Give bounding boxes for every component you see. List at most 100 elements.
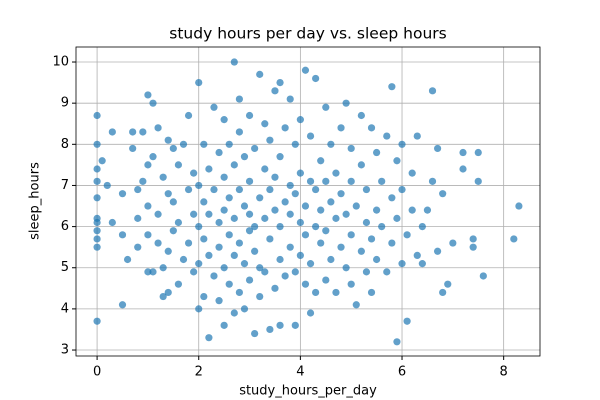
point [200, 235, 208, 243]
point [428, 87, 437, 95]
point [108, 128, 116, 136]
point [174, 161, 183, 169]
point [195, 260, 203, 268]
point [205, 251, 213, 260]
point [332, 214, 340, 222]
point [296, 251, 304, 260]
point [190, 268, 198, 276]
point [184, 185, 193, 194]
x-tick-label: 8 [500, 365, 508, 380]
point [220, 206, 228, 214]
point [93, 165, 101, 173]
point [296, 218, 304, 227]
point [373, 148, 381, 157]
point [256, 292, 264, 301]
point [215, 243, 223, 251]
point [174, 218, 183, 227]
point [210, 103, 218, 111]
point [230, 161, 238, 169]
point [276, 255, 284, 264]
point [134, 243, 142, 251]
point [393, 338, 401, 346]
point [215, 297, 223, 305]
point [459, 165, 467, 173]
point [118, 190, 127, 198]
point [322, 103, 330, 111]
y-tick-label: 6 [61, 219, 69, 234]
point [164, 136, 172, 144]
point [154, 124, 162, 132]
point [215, 218, 223, 227]
point [169, 198, 177, 206]
point [159, 264, 167, 272]
point [367, 288, 376, 297]
point [93, 177, 101, 185]
point [245, 276, 254, 284]
point [362, 268, 371, 276]
point [240, 202, 249, 210]
point [139, 128, 147, 136]
y-tick-label: 5 [61, 260, 69, 275]
point [332, 169, 340, 177]
point [327, 255, 335, 264]
point [306, 309, 315, 317]
point [469, 243, 477, 251]
point [245, 210, 254, 218]
x-tick-label: 6 [398, 365, 406, 380]
point [383, 132, 391, 140]
point [327, 198, 335, 206]
point [139, 177, 147, 185]
point [164, 247, 172, 255]
point [200, 198, 208, 206]
point [190, 169, 198, 177]
point [149, 153, 157, 161]
point [474, 148, 482, 157]
point [317, 157, 325, 165]
point [433, 247, 442, 255]
point [184, 111, 193, 120]
point [251, 144, 259, 153]
point [347, 144, 355, 153]
point [433, 144, 442, 153]
point [159, 292, 167, 301]
point [129, 144, 137, 153]
point [276, 78, 284, 87]
point [235, 128, 243, 136]
point [93, 140, 101, 148]
point [169, 227, 177, 235]
point [291, 190, 299, 198]
point [118, 231, 127, 239]
point [261, 268, 269, 276]
point [423, 206, 432, 214]
point [393, 157, 401, 165]
point [205, 210, 213, 218]
point [93, 317, 101, 325]
point [266, 136, 274, 144]
point [210, 185, 218, 194]
point [373, 255, 381, 264]
point [367, 235, 376, 243]
point [291, 140, 299, 148]
point [317, 206, 325, 214]
point [154, 210, 162, 218]
point [474, 177, 482, 185]
point [261, 165, 269, 173]
point [347, 231, 355, 239]
point [220, 116, 228, 124]
point [210, 272, 218, 280]
point [205, 334, 213, 342]
point [469, 235, 477, 243]
point [418, 222, 426, 231]
point [271, 87, 279, 95]
point [342, 210, 350, 218]
point [271, 206, 279, 214]
point [134, 185, 142, 194]
point [98, 157, 106, 165]
point [276, 321, 284, 329]
point [388, 83, 396, 91]
point [357, 111, 365, 120]
point [93, 194, 101, 202]
point [235, 95, 243, 103]
point [337, 243, 345, 251]
